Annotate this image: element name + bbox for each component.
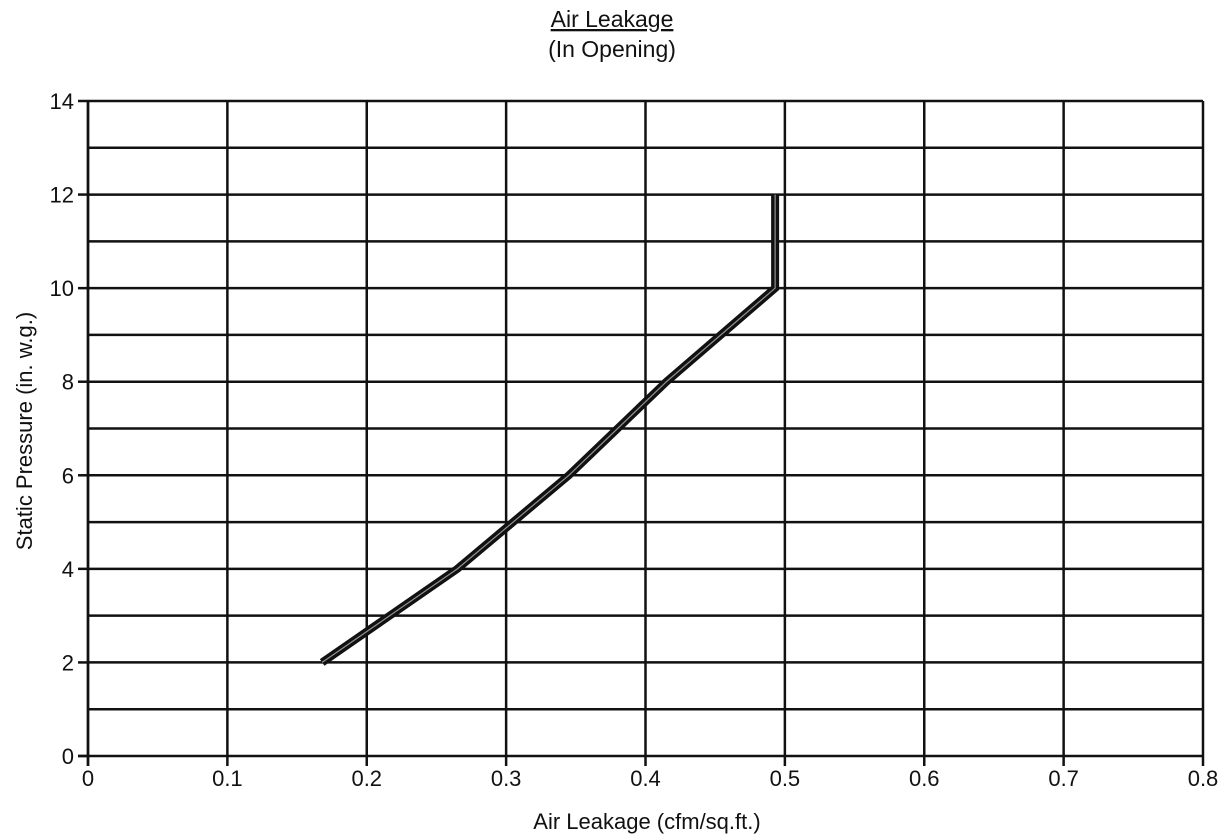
x-tick-label: 0.3 — [491, 766, 522, 791]
x-tick-label: 0.2 — [351, 766, 382, 791]
y-tick-label: 2 — [62, 650, 74, 675]
y-tick-label: 8 — [62, 370, 74, 395]
chart-subtitle: (In Opening) — [548, 36, 676, 62]
x-tick-label: 0.1 — [212, 766, 243, 791]
x-tick-label: 0.5 — [770, 766, 801, 791]
x-tick-label: 0.6 — [909, 766, 940, 791]
series-layer — [319, 194, 780, 666]
grid-layer — [78, 99, 1205, 766]
y-tick-label: 14 — [50, 89, 74, 114]
chart-title: Air Leakage — [551, 6, 674, 32]
y-tick-label: 12 — [50, 183, 74, 208]
tick-labels: 0 0.1 0.2 0.3 0.4 0.5 0.6 0.7 0.8 0 2 4 6 8 10 12 14 — [50, 89, 1219, 791]
y-tick-label: 6 — [62, 463, 74, 488]
y-tick-label: 10 — [50, 276, 74, 301]
x-tick-label: 0.7 — [1048, 766, 1079, 791]
y-axis-label: Static Pressure (in. w.g.) — [12, 312, 37, 550]
leakage-curve-core — [321, 194, 776, 663]
y-tick-label: 0 — [62, 744, 74, 769]
chart-title-group: Air Leakage (In Opening) — [548, 6, 676, 62]
x-tick-label: 0 — [82, 766, 94, 791]
x-tick-label: 0.8 — [1188, 766, 1219, 791]
y-tick-label: 4 — [62, 557, 74, 582]
x-axis-label: Air Leakage (cfm/sq.ft.) — [533, 809, 760, 834]
x-tick-label: 0.4 — [630, 766, 661, 791]
